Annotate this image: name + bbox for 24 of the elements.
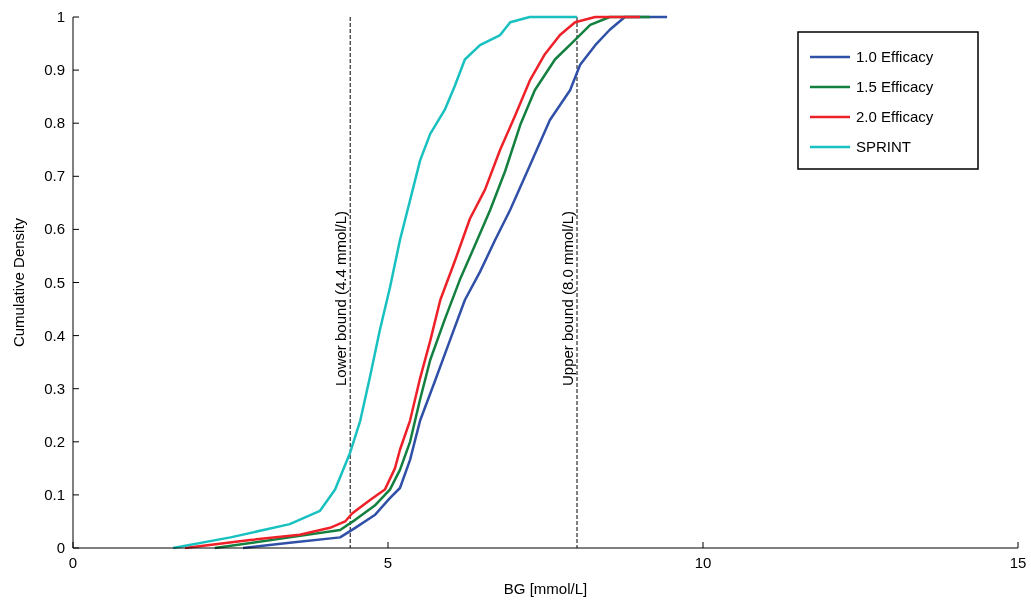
x-axis-title: BG [mmol/L] xyxy=(503,580,588,597)
y-tick-label: 0.4 xyxy=(44,326,65,344)
y-tick-label: 0.5 xyxy=(44,273,65,291)
y-tick-label: 0.2 xyxy=(44,432,65,450)
ref-line-label: Lower bound (4.4 mmol/L) xyxy=(332,210,350,386)
y-tick-label: 1 xyxy=(56,8,65,25)
x-tick-label: 15 xyxy=(1009,554,1027,571)
x-tick-label: 5 xyxy=(383,554,393,571)
legend-label: 1.0 Efficacy xyxy=(856,48,934,65)
y-tick-label: 0.9 xyxy=(44,61,65,79)
legend-label: 1.5 Efficacy xyxy=(856,78,934,95)
y-tick-label: 0.3 xyxy=(44,379,65,397)
legend-label: 2.0 Efficacy xyxy=(856,108,934,125)
y-tick-label: 0 xyxy=(56,539,65,556)
x-tick-label: 10 xyxy=(694,554,712,571)
legend-label: SPRINT xyxy=(856,138,912,155)
x-tick-label: 0 xyxy=(68,554,78,571)
line-series xyxy=(171,15,579,550)
y-tick-label: 0.6 xyxy=(44,220,65,238)
y-tick-label: 0.1 xyxy=(44,485,65,503)
y-tick-label: 0.7 xyxy=(44,167,65,185)
y-axis-title: Cumulative Density xyxy=(10,217,27,348)
y-tick-label: 0.8 xyxy=(44,114,65,132)
ref-line-label: Upper bound (8.0 mmol/L) xyxy=(559,210,576,386)
